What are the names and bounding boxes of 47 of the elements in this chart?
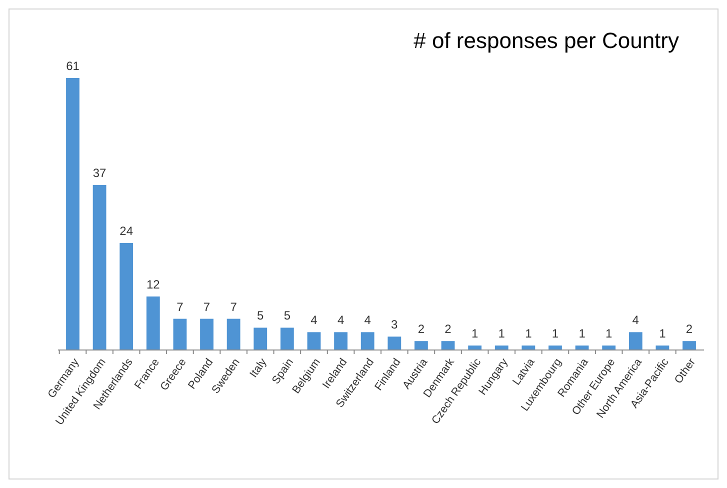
bar [628, 332, 642, 350]
data-label: 7 [176, 300, 184, 314]
data-label: 1 [578, 326, 586, 341]
bar [388, 336, 402, 350]
bar [307, 332, 321, 350]
data-label: 4 [337, 313, 344, 328]
bar [254, 328, 268, 350]
bar [66, 78, 80, 350]
data-label: 1 [606, 326, 612, 341]
data-label: 4 [310, 313, 318, 328]
data-label: 5 [284, 308, 291, 323]
bar [226, 318, 240, 350]
data-label: 1 [659, 326, 666, 341]
data-label: 2 [444, 322, 452, 336]
data-label: 7 [203, 300, 210, 314]
bar [441, 341, 455, 350]
data-label: 12 [146, 277, 160, 292]
bar [200, 318, 214, 350]
data-label: 4 [632, 313, 640, 328]
bar [280, 328, 294, 350]
bar [334, 332, 348, 350]
data-label: 1 [498, 326, 506, 341]
data-label: 4 [364, 313, 372, 328]
data-label: 1 [552, 326, 559, 341]
bar [92, 185, 106, 350]
data-label: 2 [686, 322, 693, 336]
bar [173, 318, 187, 350]
bar [522, 346, 536, 350]
data-label: 37 [92, 166, 107, 180]
data-label: 3 [391, 318, 398, 332]
bar [548, 346, 562, 350]
data-label: 5 [257, 308, 264, 323]
bar [146, 296, 160, 350]
bar [360, 332, 374, 350]
bar [414, 341, 428, 350]
chart-title: # of responses per Country [414, 28, 679, 53]
data-label: 1 [525, 326, 532, 341]
bar [468, 346, 482, 350]
data-label: 61 [66, 59, 80, 73]
bar [682, 341, 696, 350]
data-label: 1 [471, 326, 478, 341]
bar [120, 242, 134, 350]
bar [494, 346, 508, 350]
bar [602, 346, 616, 350]
data-label: 2 [418, 322, 425, 336]
data-label: 7 [230, 300, 238, 314]
data-label: 24 [120, 224, 134, 238]
